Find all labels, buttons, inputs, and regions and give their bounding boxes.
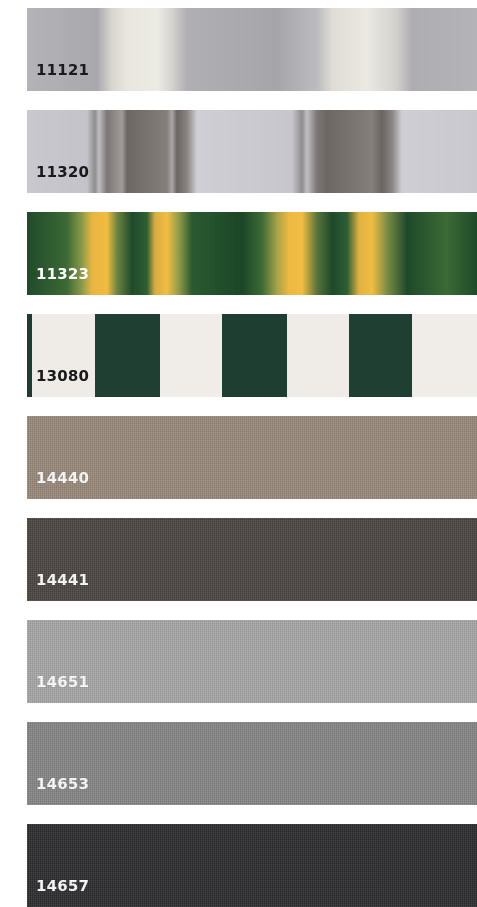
swatch-label: 11323 — [36, 265, 90, 283]
swatch: 13080 — [27, 314, 477, 397]
swatch: 14441 — [27, 518, 477, 601]
swatch-label: 14440 — [36, 469, 90, 487]
swatch: 11320 — [27, 110, 477, 193]
swatch-label: 14657 — [36, 877, 90, 895]
swatch-label: 11320 — [36, 163, 90, 181]
swatch: 14653 — [27, 722, 477, 805]
swatch: 14651 — [27, 620, 477, 703]
swatch-label: 14653 — [36, 775, 90, 793]
swatch: 11121 — [27, 8, 477, 91]
swatch: 11323 — [27, 212, 477, 295]
swatch-label: 11121 — [36, 61, 90, 79]
swatch: 14440 — [27, 416, 477, 499]
swatch: 14657 — [27, 824, 477, 907]
swatch-label: 13080 — [36, 367, 90, 385]
swatch-label: 14651 — [36, 673, 90, 691]
swatch-label: 14441 — [36, 571, 90, 589]
